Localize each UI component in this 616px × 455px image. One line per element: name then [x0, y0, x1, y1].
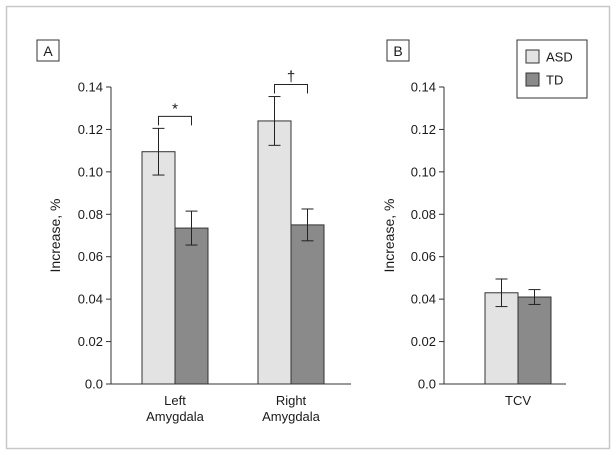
legend-label: ASD	[546, 50, 573, 65]
panel-a	[36, 39, 351, 385]
y-tick-label: 0.10	[411, 164, 436, 179]
x-category-label: TCV	[505, 393, 531, 408]
y-tick-label: 0.14	[411, 80, 436, 95]
y-tick-label: 0.0	[85, 377, 103, 392]
y-tick-label: 0.08	[78, 207, 103, 222]
significance-marker: †	[287, 69, 295, 86]
bar-asd	[141, 151, 176, 385]
y-tick-label: 0.04	[78, 292, 103, 307]
x-category-label: Amygdala	[262, 409, 321, 424]
y-tick-label: 0.08	[411, 207, 436, 222]
y-tick-label: 0.06	[78, 249, 103, 264]
significance-bracket	[158, 115, 192, 126]
significance-marker: *	[172, 100, 178, 117]
y-tick-label: 0.02	[78, 334, 103, 349]
significance-bracket	[274, 84, 308, 94]
bar-td	[174, 227, 209, 385]
y-axis-label: Increase, %	[47, 199, 63, 273]
panel-label: A	[43, 43, 53, 59]
bar-td	[290, 224, 325, 385]
y-tick-label: 0.04	[411, 292, 436, 307]
y-tick-label: 0.12	[411, 122, 436, 137]
legend-label: TD	[546, 73, 563, 88]
bar-td	[517, 296, 552, 385]
y-tick-label: 0.10	[78, 164, 103, 179]
y-tick-label: 0.06	[411, 249, 436, 264]
y-tick-label: 0.0	[418, 377, 436, 392]
legend-swatch-td	[525, 72, 540, 87]
legend-swatch-asd	[525, 49, 540, 64]
panel-label-box	[36, 39, 60, 62]
x-category-label: Amygdala	[146, 409, 205, 424]
figure-border	[5, 5, 611, 450]
y-tick-label: 0.02	[411, 334, 436, 349]
y-tick-label: 0.14	[78, 80, 103, 95]
x-category-label: Left	[164, 393, 186, 408]
panel-b	[386, 39, 588, 385]
bar-asd	[257, 120, 292, 385]
y-axis-label: Increase, %	[381, 199, 397, 273]
panel-label: B	[393, 43, 402, 59]
bar-asd	[484, 292, 519, 385]
panel-label-box	[386, 39, 410, 62]
y-tick-label: 0.12	[78, 122, 103, 137]
x-category-label: Right	[276, 393, 307, 408]
